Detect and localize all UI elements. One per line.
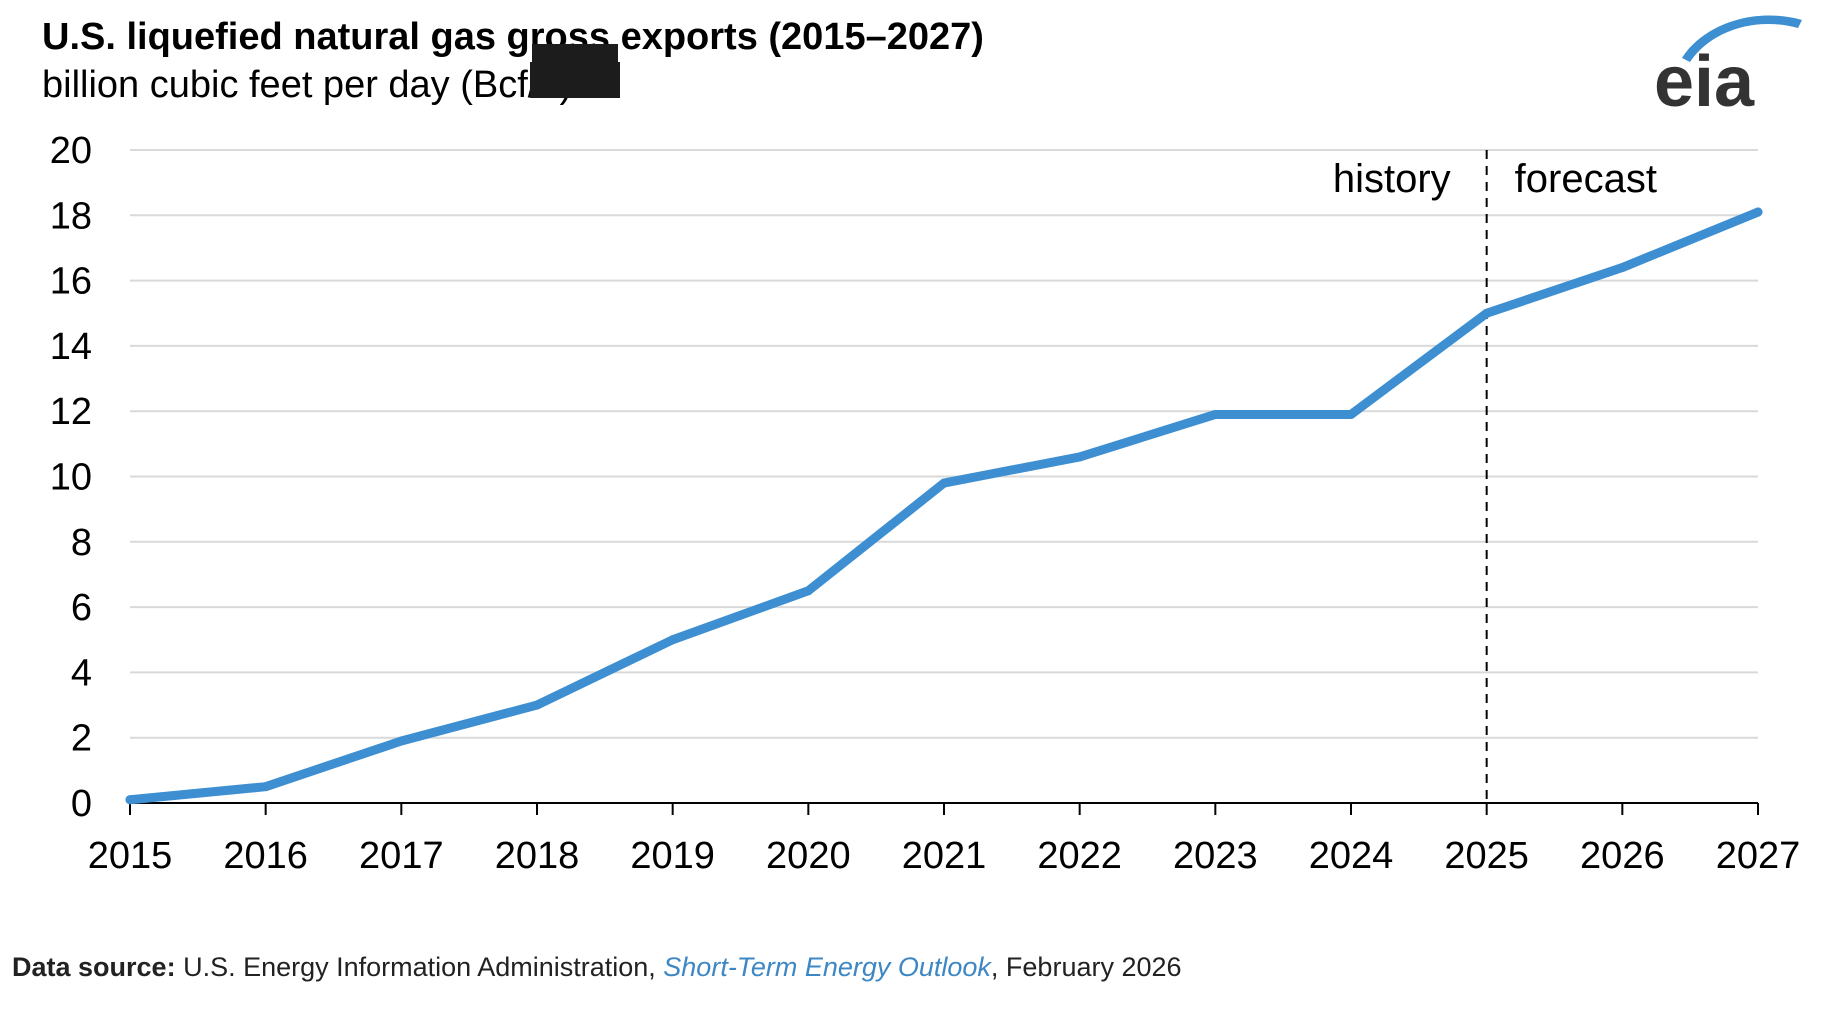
data-point (125, 795, 135, 805)
data-source: Data source: U.S. Energy Information Adm… (12, 952, 1182, 983)
data-point (939, 478, 949, 488)
y-tick-label: 0 (71, 783, 92, 825)
data-point (1075, 452, 1085, 462)
data-point (1617, 263, 1627, 273)
data-point (1346, 409, 1356, 419)
y-tick-label: 2 (71, 718, 92, 760)
data-point (1753, 207, 1763, 217)
series-line (125, 207, 1763, 805)
y-tick-label: 14 (50, 326, 92, 368)
y-tick-label: 8 (71, 522, 92, 564)
source-publication-link[interactable]: Short-Term Energy Outlook (663, 952, 991, 982)
eia-swoosh-icon (1682, 15, 1802, 62)
data-point (532, 700, 542, 710)
redaction-box (530, 62, 620, 98)
x-tick-label: 2026 (1580, 835, 1665, 877)
data-point (668, 635, 678, 645)
x-tick-label: 2027 (1716, 835, 1801, 877)
source-agency: U.S. Energy Information Administration, (175, 952, 664, 982)
x-tick-label: 2018 (495, 835, 580, 877)
x-tick-label: 2022 (1037, 835, 1122, 877)
source-date: , February 2026 (990, 952, 1182, 982)
y-tick-label: 18 (50, 195, 92, 237)
x-tick-label: 2019 (630, 835, 715, 877)
line-chart: 0 2 4 6 8 10 12 14 16 18 20 2015 2016 2017 2018 2019 202… (50, 130, 1801, 877)
x-tick-label: 2025 (1444, 835, 1529, 877)
y-tick-label: 6 (71, 587, 92, 629)
x-tick-label: 2023 (1173, 835, 1258, 877)
y-tick-label: 12 (50, 391, 92, 433)
source-label: Data source: (12, 952, 176, 982)
x-tick-label: 2020 (766, 835, 851, 877)
x-tick-label: 2021 (902, 835, 987, 877)
data-point (261, 782, 271, 792)
data-point (1482, 308, 1492, 318)
x-tick-label: 2016 (223, 835, 308, 877)
x-tick-label: 2015 (88, 835, 173, 877)
y-tick-label: 16 (50, 261, 92, 303)
x-tick-label: 2024 (1309, 835, 1394, 877)
chart-title: U.S. liquefied natural gas gross exports… (42, 16, 984, 58)
data-point (396, 736, 406, 746)
data-point (803, 586, 813, 596)
eia-logo: eia (1654, 15, 1802, 116)
forecast-label: forecast (1515, 157, 1657, 201)
y-tick-label: 10 (50, 457, 92, 499)
data-point (1210, 409, 1220, 419)
x-tick-label: 2017 (359, 835, 444, 877)
eia-logo-text: eia (1654, 42, 1755, 116)
chart-subtitle: billion cubic feet per day (Bcf/d) (42, 64, 573, 106)
y-tick-label: 20 (50, 130, 92, 172)
y-tick-label: 4 (71, 652, 92, 694)
history-label: history (1333, 157, 1451, 201)
